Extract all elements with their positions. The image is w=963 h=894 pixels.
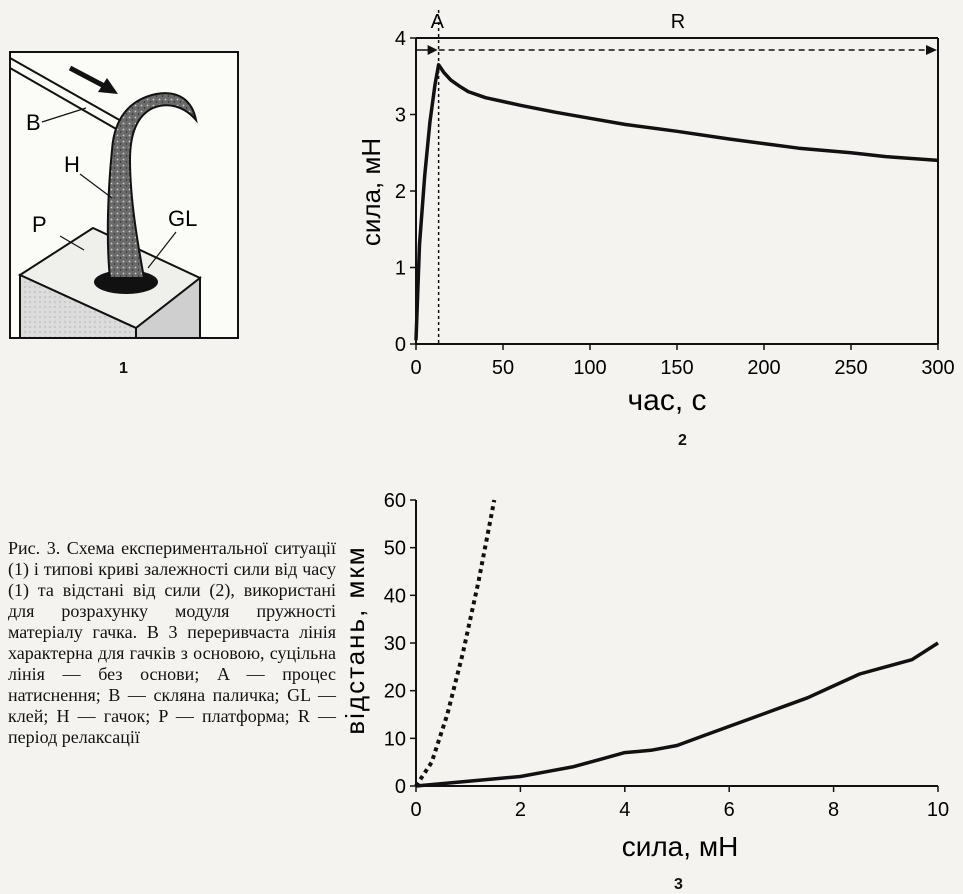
leader-gl bbox=[147, 231, 177, 269]
distance-force-chart: 0 2 4 6 8 10 0 10 20 30 40 50 60 сила, мН відстань, … bbox=[340, 490, 949, 862]
label-p: P bbox=[32, 212, 47, 237]
hook-diagram: B H P GL bbox=[9, 51, 239, 339]
panel-number-1: 1 bbox=[119, 360, 128, 377]
panel-number-2: 2 bbox=[678, 432, 687, 449]
label-gl: GL bbox=[168, 206, 197, 231]
y-tick-label: 60 bbox=[384, 490, 406, 512]
annotation-r: R bbox=[671, 11, 685, 33]
y-tick-label: 0 bbox=[395, 334, 406, 356]
x-tick-label: 100 bbox=[573, 357, 606, 379]
x-tick-label: 0 bbox=[410, 799, 421, 821]
leader-h bbox=[79, 173, 113, 199]
x-tick-label: 8 bbox=[828, 799, 839, 821]
label-b: B bbox=[26, 110, 41, 135]
series-line-1 bbox=[414, 63, 939, 341]
phase-a-arrowhead bbox=[427, 45, 438, 55]
panel-number-3: 3 bbox=[674, 876, 683, 893]
y-axis-label: сила, мН bbox=[356, 138, 386, 246]
y-tick-label: 40 bbox=[384, 585, 406, 607]
x-tick-label: 300 bbox=[921, 357, 954, 379]
x-tick-label: 250 bbox=[834, 357, 867, 379]
y-tick-label: 2 bbox=[395, 181, 406, 203]
y-tick-label: 20 bbox=[384, 681, 406, 703]
y-tick-label: 3 bbox=[395, 105, 406, 127]
label-h: H bbox=[64, 152, 80, 177]
series-line-1 bbox=[414, 499, 497, 788]
x-axis-label: сила, мН bbox=[622, 831, 739, 862]
y-tick-label: 10 bbox=[384, 728, 406, 750]
series-line-2 bbox=[415, 641, 939, 788]
figure-caption: Рис. 3. Схема експериментальної ситуації… bbox=[8, 538, 336, 747]
x-tick-label: 2 bbox=[515, 799, 526, 821]
x-tick-label: 4 bbox=[619, 799, 630, 821]
y-tick-label: 1 bbox=[395, 258, 406, 280]
y-tick-label: 4 bbox=[395, 28, 406, 50]
y-tick-label: 30 bbox=[384, 633, 406, 655]
x-tick-label: 200 bbox=[747, 357, 780, 379]
y-tick-label: 0 bbox=[395, 776, 406, 798]
push-arrow-icon bbox=[68, 65, 118, 94]
glass-rod bbox=[9, 57, 124, 131]
y-tick-label: 50 bbox=[384, 538, 406, 560]
x-tick-label: 6 bbox=[724, 799, 735, 821]
force-time-chart: 0 50 100 150 200 250 300 0 1 2 3 4 A R час, с сила, … bbox=[356, 10, 955, 417]
leader-b bbox=[41, 107, 87, 123]
x-axis-label: час, с bbox=[628, 384, 707, 417]
annotation-a: A bbox=[431, 11, 445, 33]
x-tick-label: 50 bbox=[492, 357, 514, 379]
x-tick-label: 150 bbox=[660, 357, 693, 379]
y-axis-label: відстань, мкм bbox=[340, 545, 370, 734]
leader-p bbox=[59, 235, 85, 251]
phase-r-arrowhead bbox=[926, 45, 937, 55]
x-tick-label: 0 bbox=[410, 357, 421, 379]
hook bbox=[106, 92, 198, 279]
x-tick-label: 10 bbox=[927, 799, 949, 821]
